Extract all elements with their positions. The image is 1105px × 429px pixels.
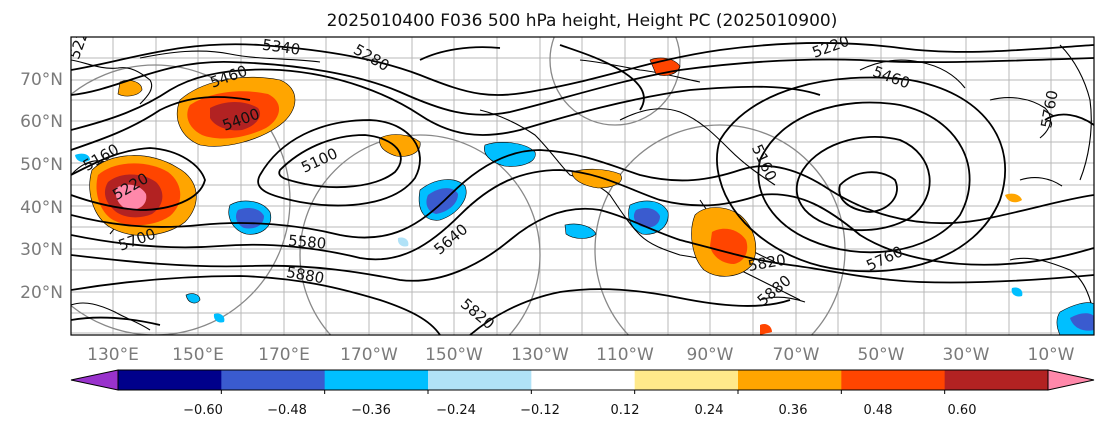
lat-label: 20°N bbox=[20, 283, 63, 303]
colorbar-swatch bbox=[428, 370, 532, 390]
lat-label: 40°N bbox=[20, 198, 63, 218]
lat-label: 50°N bbox=[20, 155, 63, 175]
lon-label: 130°E bbox=[87, 345, 139, 365]
colorbar-tick-label: 0.24 bbox=[695, 403, 724, 418]
colorbar-frame bbox=[117, 369, 1049, 391]
map-area: 5220 5340 5280 5220 5460 5460 5160 5100 … bbox=[71, 36, 1094, 335]
lon-label: 90°W bbox=[687, 345, 734, 365]
colorbar-tick-label: 0.48 bbox=[864, 403, 893, 418]
lat-label: 60°N bbox=[20, 112, 63, 132]
colorbar-tick-label: −0.48 bbox=[267, 403, 307, 418]
latitude-labels: 70°N 60°N 50°N 40°N 30°N 20°N bbox=[20, 70, 63, 303]
map-title: 2025010400 F036 500 hPa height, Height P… bbox=[327, 11, 838, 31]
colorbar: −0.60 −0.48 −0.36 −0.24 −0.12 0.12 0.24 … bbox=[70, 369, 1095, 418]
lat-label: 30°N bbox=[20, 240, 63, 260]
colorbar-ticks bbox=[220, 390, 946, 394]
colorbar-extend-left bbox=[70, 369, 119, 391]
lon-label: 10°W bbox=[1028, 345, 1075, 365]
colorbar-tick-label: 0.60 bbox=[948, 403, 977, 418]
lon-label: 150°E bbox=[172, 345, 224, 365]
lon-label: 170°W bbox=[340, 345, 398, 365]
colorbar-extend-right bbox=[1047, 369, 1095, 391]
colorbar-swatch bbox=[118, 370, 222, 390]
colorbar-swatch bbox=[324, 370, 429, 390]
lon-label: 30°W bbox=[943, 345, 990, 365]
lon-label: 50°W bbox=[858, 345, 905, 365]
colorbar-swatch bbox=[841, 370, 946, 390]
height-contours bbox=[71, 42, 1094, 335]
longitude-labels: 130°E 150°E 170°E 170°W 150°W 130°W 110°… bbox=[87, 345, 1075, 365]
colorbar-tick-label: −0.60 bbox=[183, 403, 223, 418]
colorbar-tick-label: −0.24 bbox=[436, 403, 476, 418]
colorbar-tick-label: 0.12 bbox=[611, 403, 640, 418]
colorbar-swatch bbox=[221, 370, 326, 390]
colorbar-tick-label: −0.12 bbox=[520, 403, 560, 418]
lon-label: 110°W bbox=[596, 345, 654, 365]
colorbar-tick-label: 0.36 bbox=[779, 403, 808, 418]
lon-label: 130°W bbox=[511, 345, 569, 365]
lon-label: 70°W bbox=[773, 345, 820, 365]
lat-label: 70°N bbox=[20, 70, 63, 90]
lon-label: 150°W bbox=[425, 345, 483, 365]
colorbar-swatch bbox=[531, 370, 636, 390]
colorbar-swatch bbox=[738, 370, 842, 390]
contour-label: 5580 bbox=[287, 231, 327, 252]
colorbar-swatch bbox=[634, 370, 739, 390]
contour-label: 5340 bbox=[261, 36, 301, 59]
lon-label: 170°E bbox=[258, 345, 310, 365]
map-frame bbox=[70, 36, 1095, 336]
colorbar-swatches bbox=[70, 369, 1095, 391]
colorbar-swatch bbox=[944, 370, 1049, 390]
colorbar-tick-label: −0.36 bbox=[351, 403, 391, 418]
